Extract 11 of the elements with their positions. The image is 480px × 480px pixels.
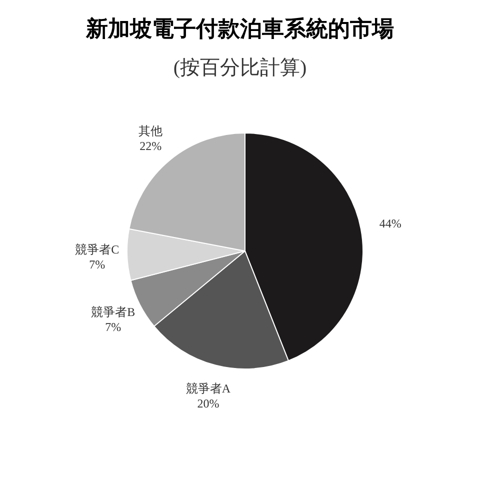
slice-label: 競爭者A — [186, 381, 231, 396]
data-label: 7% — [105, 320, 122, 334]
chart-subtitle: (按百分比計算) — [172, 56, 308, 81]
slice-label: 競爭者C — [75, 242, 120, 257]
slice-label: 競爭者B — [91, 305, 136, 320]
chart-title: 新加坡電子付款泊車系統的市場 — [84, 15, 395, 43]
data-label: 22% — [140, 138, 162, 153]
data-label: 7% — [89, 258, 106, 272]
slice-label: 其他 — [138, 124, 163, 138]
data-label: 20% — [197, 396, 220, 410]
data-label: 44% — [379, 216, 402, 230]
